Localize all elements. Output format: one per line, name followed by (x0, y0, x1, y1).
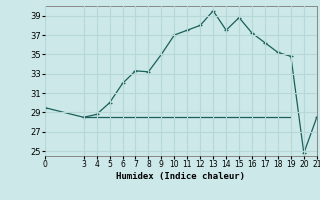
X-axis label: Humidex (Indice chaleur): Humidex (Indice chaleur) (116, 172, 245, 181)
